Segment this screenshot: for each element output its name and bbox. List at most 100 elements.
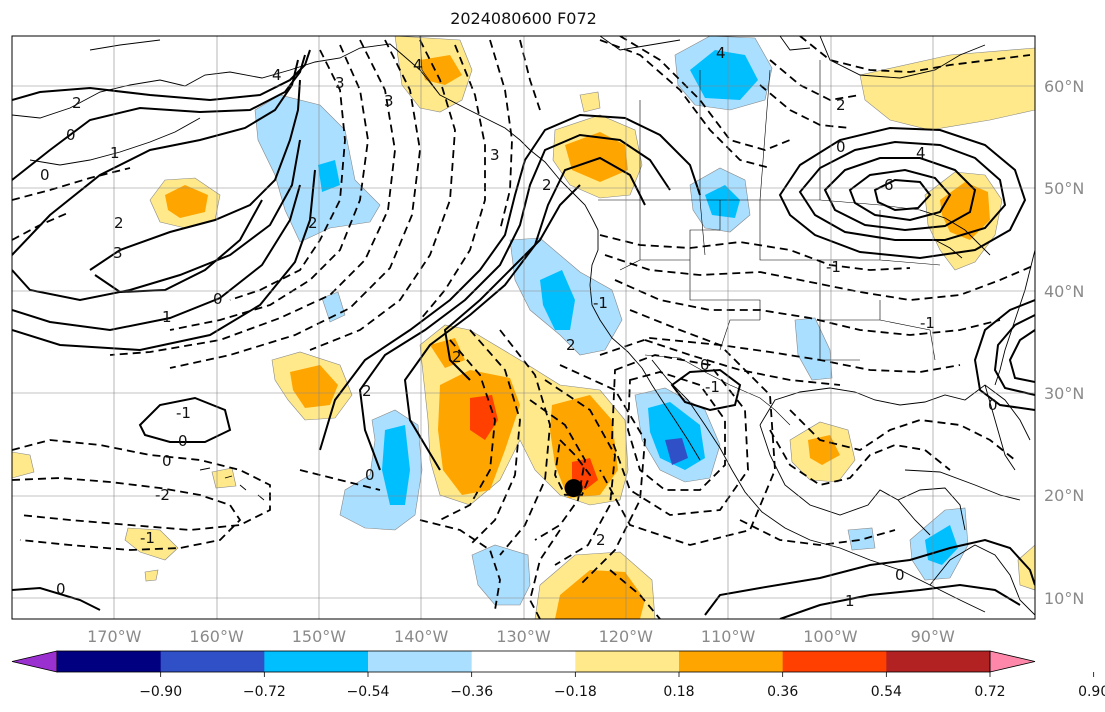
dashed-contour — [529, 399, 586, 541]
contour-label: 2 — [452, 348, 462, 366]
dashed-contour — [12, 439, 271, 531]
colorbar-tick-label: −0.36 — [450, 684, 494, 700]
mexico-gulf — [759, 424, 931, 536]
colorbar-segment — [160, 651, 265, 672]
contour-1-southeast — [779, 583, 1021, 619]
contour-1-mexico — [670, 368, 742, 412]
dashed-contour — [644, 339, 841, 386]
shade-pos-mid — [565, 132, 628, 182]
lat-label: 60°N — [1044, 77, 1085, 97]
dashed-contour — [229, 49, 346, 301]
contour-1-southwest — [12, 184, 301, 332]
dashed-contour — [609, 569, 661, 619]
contour-label: 3 — [490, 146, 500, 164]
lon-label: 100°W — [803, 627, 858, 646]
contour-high-2 — [798, 140, 1007, 241]
dashed-contour — [769, 429, 951, 486]
contour-label: 0 — [162, 452, 172, 470]
contour-4-loop — [12, 139, 301, 302]
contour-label: 0 — [365, 466, 375, 484]
shade-neg-mid — [648, 402, 705, 470]
shade-neg-mid — [318, 160, 340, 192]
contour-label: 3 — [113, 244, 123, 262]
contour-label: 2 — [308, 214, 318, 232]
gulf-coast — [759, 384, 1031, 441]
contour-2-east-ridge — [443, 184, 581, 381]
contour-small-loop — [138, 396, 232, 443]
lat-label: 40°N — [1044, 281, 1085, 301]
dashed-contour — [544, 379, 616, 566]
dashed-contour — [499, 329, 551, 556]
hawaii — [199, 467, 265, 501]
shade-pos-mid — [420, 55, 462, 85]
contour-3-loop — [89, 79, 301, 271]
shade-neg-mid — [540, 270, 575, 330]
shade-pos-light — [579, 91, 601, 113]
canada-provinces — [639, 60, 821, 201]
contour-label: 2 — [566, 336, 576, 354]
lat-label: 10°N — [1044, 588, 1085, 608]
colorbar-extend-high — [989, 650, 1036, 673]
shade-pos-light — [144, 569, 159, 582]
contour-label: 3 — [384, 92, 394, 110]
contour-label: 2 — [114, 214, 124, 232]
map-background — [12, 36, 1035, 619]
us-mexico-border — [644, 354, 791, 426]
gulf-california — [651, 359, 733, 471]
negative-contours — [12, 36, 1035, 619]
aleutians — [29, 117, 201, 166]
dashed-contour — [604, 254, 1035, 301]
cuba — [904, 469, 1021, 501]
contour-label: -1 — [826, 258, 841, 276]
colorbar-tick-label: 0.90 — [1078, 684, 1105, 700]
us-west-coast — [589, 230, 643, 369]
colorbar-segment — [264, 651, 369, 672]
dashed-contour — [419, 44, 486, 321]
shade-pos-mid — [550, 395, 618, 498]
colorbar-segment — [368, 651, 473, 672]
map-frame — [11, 35, 1036, 620]
dashed-contour — [109, 39, 396, 356]
shade-neg-light — [321, 291, 346, 323]
dashed-contour — [12, 477, 242, 551]
yucatan — [897, 487, 966, 531]
contour-high-3 — [823, 157, 977, 232]
colorbar-tick-label: −0.72 — [242, 684, 286, 700]
colorbar-segment — [886, 651, 991, 672]
colorbar — [11, 650, 1095, 677]
contour-label: 0 — [40, 166, 50, 184]
lon-label: 90°W — [910, 627, 955, 646]
east-coast — [994, 249, 1035, 386]
contour-label: 2 — [362, 382, 372, 400]
contour-label: 6 — [884, 176, 894, 194]
colorbar-tick-label: −0.18 — [553, 684, 597, 700]
colorbar-segment — [679, 651, 784, 672]
contour-label: 0 — [895, 566, 905, 584]
contour-label: 1 — [845, 592, 855, 610]
colorbar-outline — [56, 650, 991, 673]
contour-2-loop-inner — [94, 199, 263, 294]
dashed-contour — [299, 469, 381, 491]
shade-neg-mid — [382, 425, 410, 505]
shade-neg-deep — [665, 438, 688, 465]
contour-label: 0 — [836, 138, 846, 156]
dashed-contour — [169, 44, 369, 331]
contour-0-ridge — [403, 156, 646, 471]
shade-neg-light — [794, 317, 833, 381]
dashed-contour — [519, 39, 541, 111]
contour-label: -2 — [155, 486, 170, 504]
lon-label: 170°W — [87, 627, 142, 646]
hudson-bay — [819, 36, 986, 79]
contour-label: 2 — [72, 94, 82, 112]
contour-2-ridge — [319, 113, 701, 451]
dashed-contour — [469, 329, 521, 546]
contour-label: 0 — [700, 356, 710, 374]
lon-label: 120°W — [598, 627, 653, 646]
dashed-contour — [627, 371, 726, 491]
central-america — [929, 544, 1035, 616]
contour-label: 1 — [162, 308, 172, 326]
contour-labels: 2 0 1 2 3 4 3 4 0 1 3 0 2 3 2 -1 0 0 -2 … — [40, 44, 998, 610]
positive-contours — [12, 49, 1035, 619]
contour-label: 0 — [213, 290, 223, 308]
